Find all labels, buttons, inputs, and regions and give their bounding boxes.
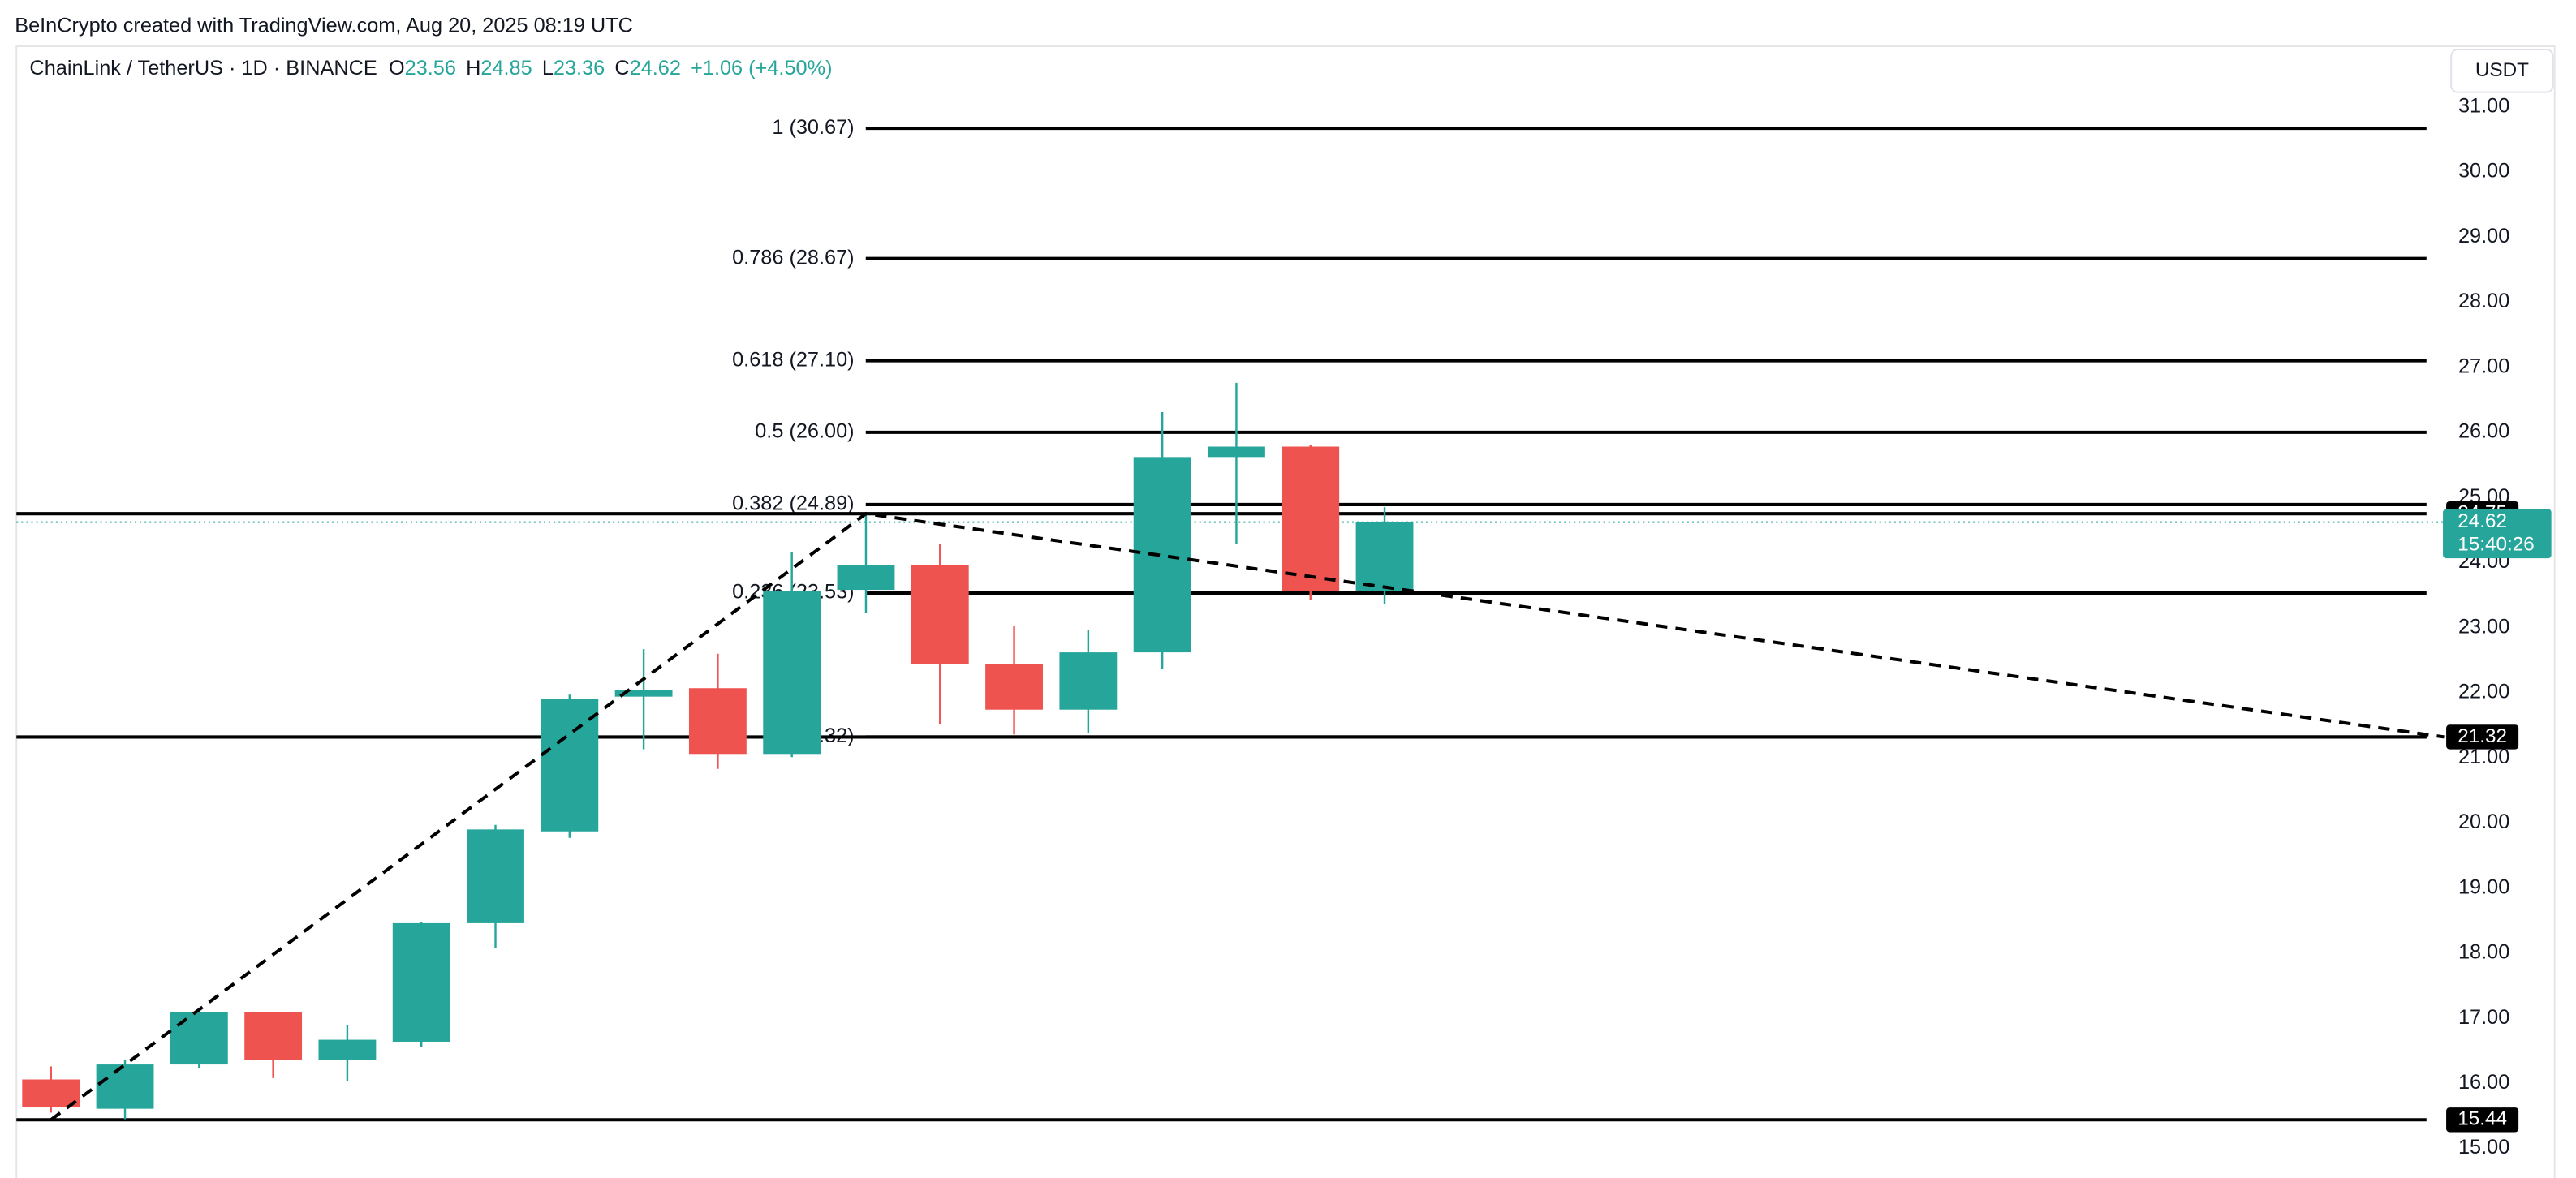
y-tick-label: 22.00 xyxy=(2458,681,2509,703)
y-tick-label: 31.00 xyxy=(2458,94,2509,117)
ohlc-value: 23.56 xyxy=(405,57,456,80)
candle-body xyxy=(244,1012,303,1060)
y-tick-label: 15.00 xyxy=(2458,1136,2509,1159)
y-tick-label: 29.00 xyxy=(2458,225,2509,247)
candle-body xyxy=(318,1039,377,1060)
fib-label: 0.618 (27.10) xyxy=(732,348,854,371)
candle-body xyxy=(1282,446,1340,591)
ohlc-label: H xyxy=(466,57,480,80)
countdown: 15:40:26 xyxy=(2458,533,2535,555)
candle-body xyxy=(763,591,821,755)
candle-body xyxy=(467,829,524,923)
y-tick-label: 20.00 xyxy=(2458,810,2509,833)
candle-body xyxy=(837,565,895,591)
candle-body xyxy=(911,565,969,664)
y-tick-label: 23.00 xyxy=(2458,615,2509,638)
candle-body xyxy=(688,688,747,755)
fib-label: 0.5 (26.00) xyxy=(755,420,854,443)
fib-label: 0.382 (24.89) xyxy=(732,492,854,515)
candle-body xyxy=(614,690,673,697)
y-tick-label: 18.00 xyxy=(2458,941,2509,964)
y-tick-label: 27.00 xyxy=(2458,355,2509,377)
candle-body xyxy=(1133,457,1191,653)
candle-body xyxy=(1355,522,1414,591)
y-tick-label: 30.00 xyxy=(2458,160,2509,183)
price-label-box xyxy=(2446,1107,2519,1133)
candle-body xyxy=(22,1079,80,1108)
symbol: ChainLink / TetherUS · 1D · BINANCE xyxy=(29,57,377,80)
trend-line xyxy=(50,512,2445,1121)
ohlc-value: 24.62 xyxy=(630,57,681,80)
last-price-box xyxy=(2443,509,2552,559)
candle-body xyxy=(1059,652,1118,710)
ohlc-value: 23.36 xyxy=(554,57,605,80)
candle-body xyxy=(985,664,1043,710)
frame xyxy=(15,45,2556,1178)
price-label-box xyxy=(2446,724,2519,750)
ohlc-value: 24.85 xyxy=(480,57,532,80)
candle-body xyxy=(1208,446,1265,458)
currency[interactable]: USDT xyxy=(2475,59,2529,81)
price-label: 15.44 xyxy=(2458,1108,2507,1130)
ohlc-label: C xyxy=(614,57,629,80)
candle-body xyxy=(96,1064,154,1109)
y-tick-label: 26.00 xyxy=(2458,420,2509,443)
ohlc-label: L xyxy=(542,57,554,80)
currency-button[interactable] xyxy=(2450,49,2554,93)
fib-label: 0.786 (28.67) xyxy=(732,246,854,269)
candle-body xyxy=(541,699,599,832)
y-tick-label: 16.00 xyxy=(2458,1071,2509,1094)
ohlc-label: O xyxy=(389,57,405,80)
y-tick-label: 17.00 xyxy=(2458,1006,2509,1029)
last-price: 24.62 xyxy=(2458,510,2507,532)
candle-body xyxy=(392,922,450,1042)
price-label: 21.32 xyxy=(2458,725,2507,747)
y-tick-label: 19.00 xyxy=(2458,875,2509,898)
fib-label: 1 (30.67) xyxy=(772,116,854,139)
y-tick-label: 28.00 xyxy=(2458,290,2509,312)
candle-body xyxy=(170,1012,228,1065)
change: +1.06 (+4.50%) xyxy=(691,57,832,80)
credit: BeInCrypto created with TradingView.com,… xyxy=(15,14,633,37)
